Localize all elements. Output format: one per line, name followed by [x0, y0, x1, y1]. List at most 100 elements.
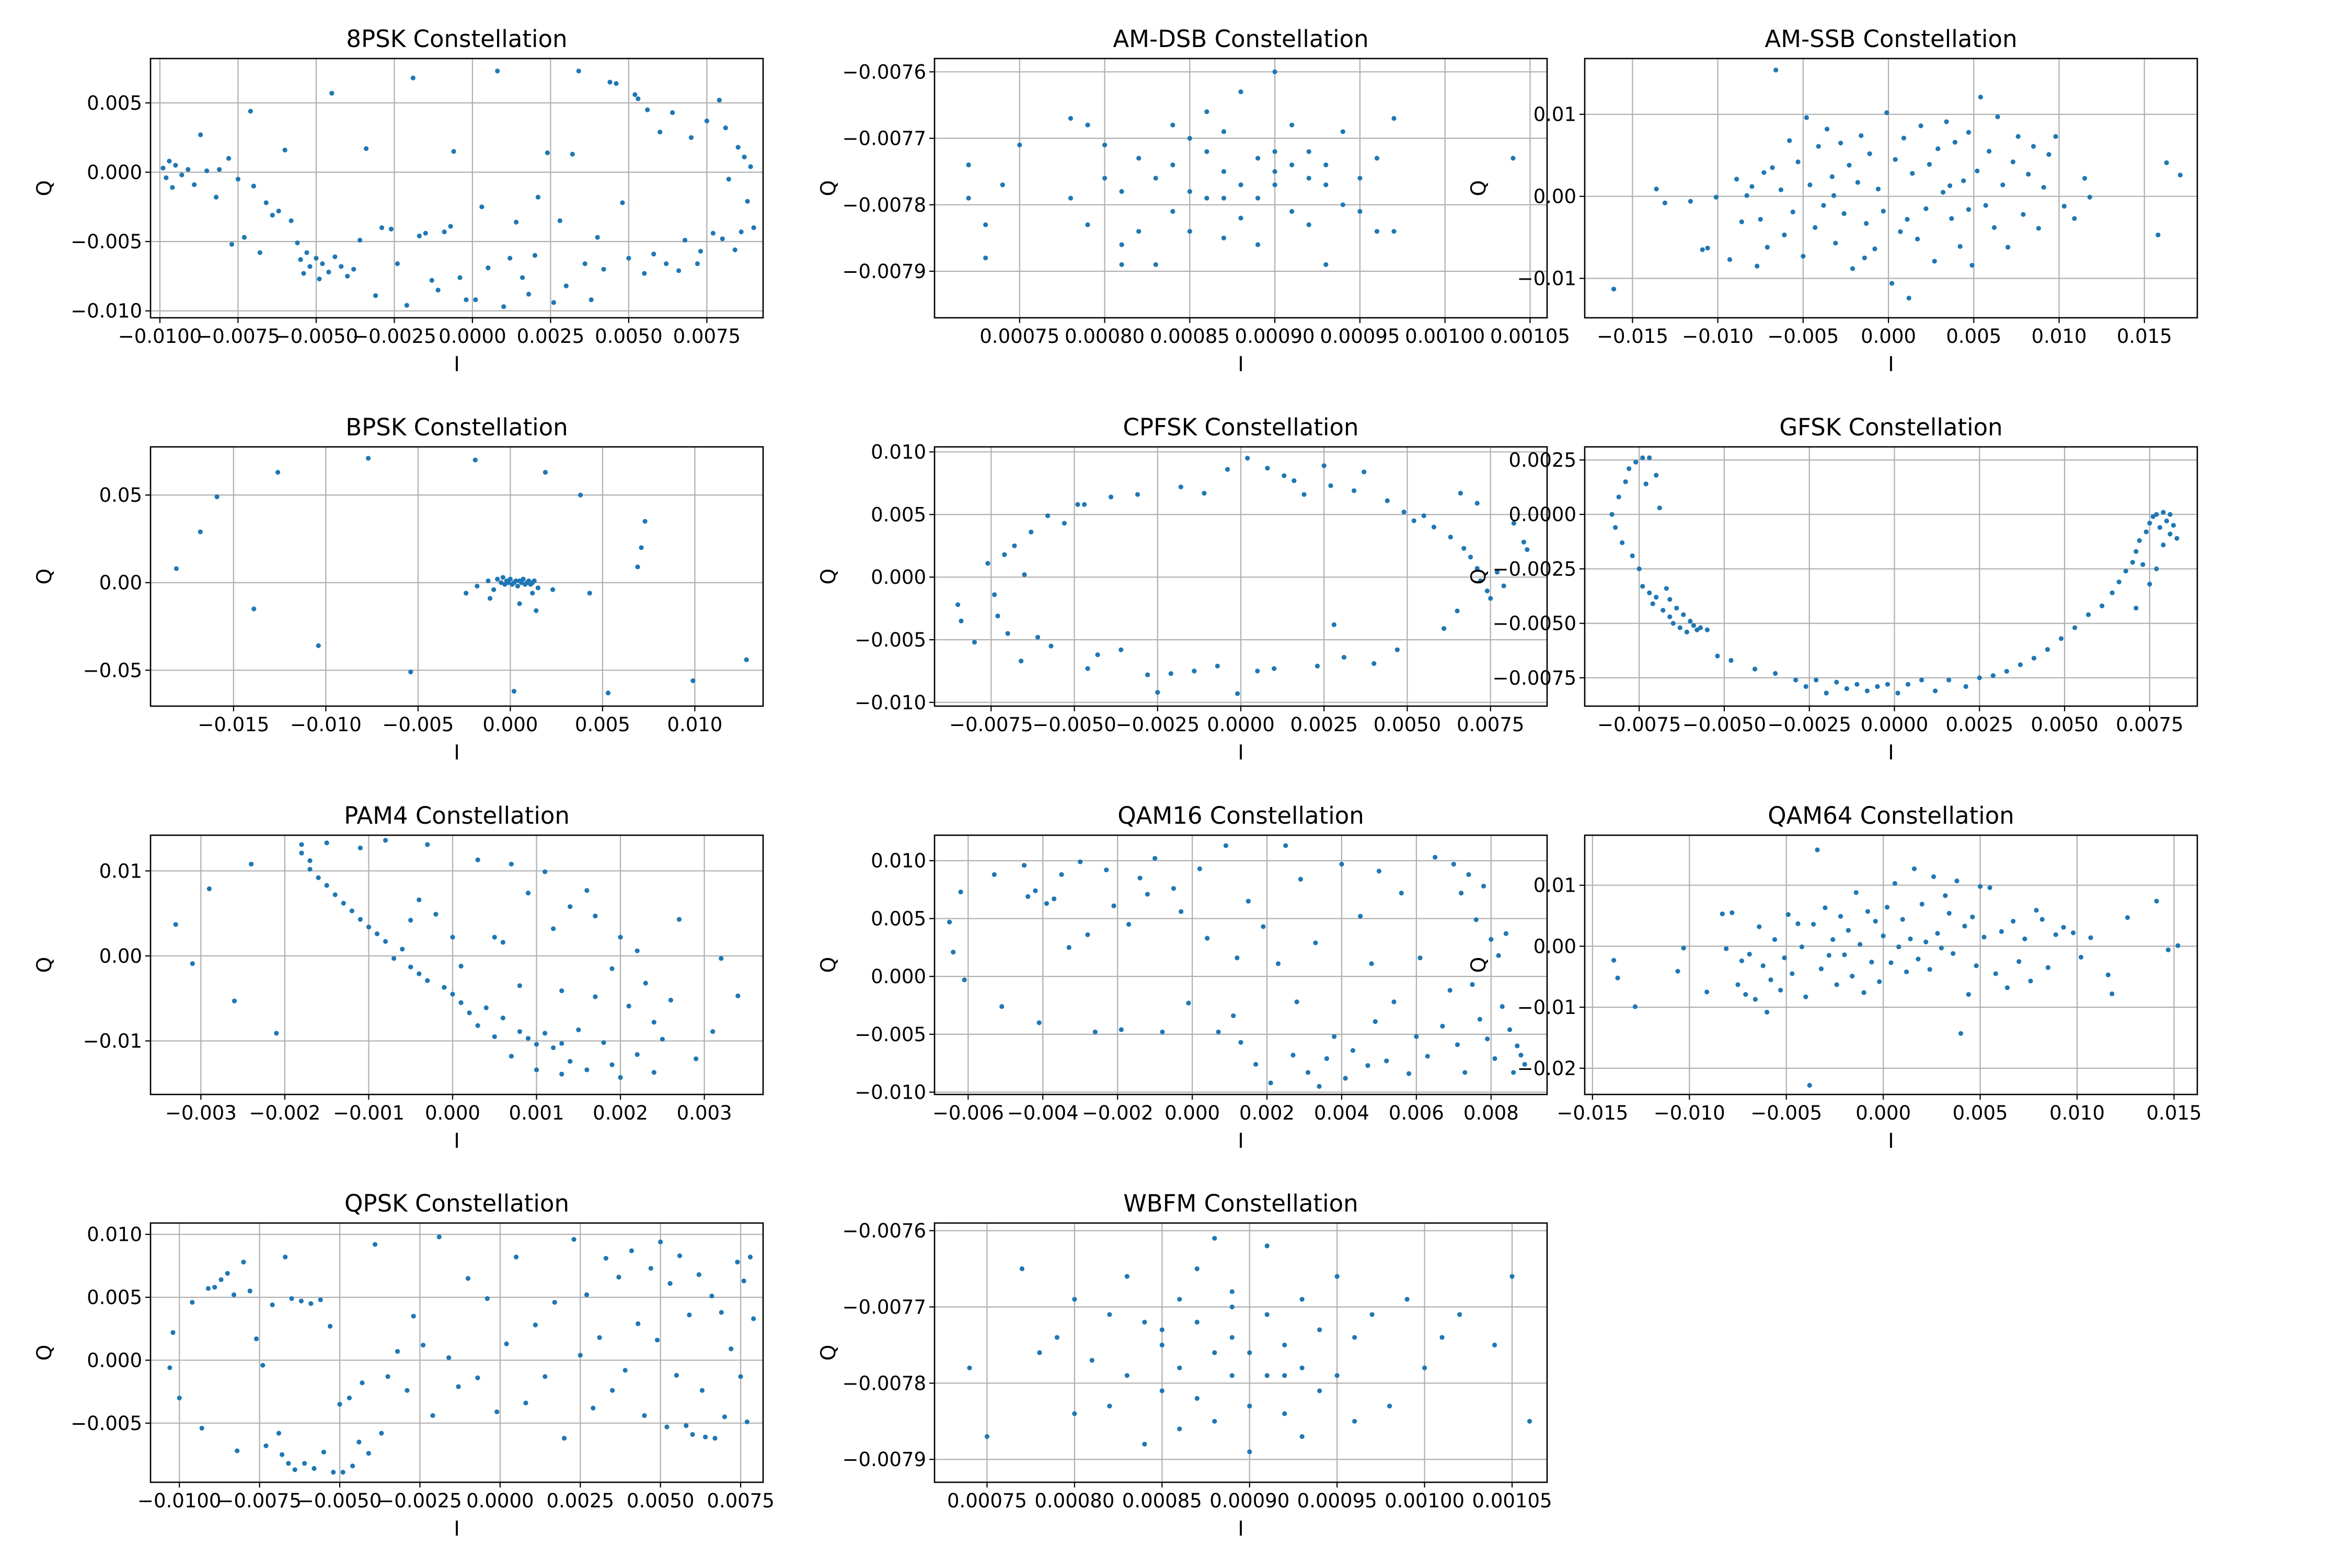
data-point	[1384, 1058, 1389, 1064]
data-point	[1962, 924, 1967, 929]
data-point	[618, 1075, 623, 1080]
data-point	[1317, 1327, 1322, 1332]
y-tick-label: −0.02	[1517, 1057, 1576, 1080]
data-point	[358, 237, 363, 243]
data-point	[1834, 679, 1839, 685]
subplot-5: −0.0075 −0.0050 −0.0025 0.0000 0.0025 0.0050 0…	[1467, 413, 2198, 765]
data-point	[1037, 1350, 1042, 1355]
data-point	[283, 1254, 288, 1260]
data-point	[2004, 668, 2009, 674]
data-point	[1385, 498, 1390, 503]
data-point	[260, 1363, 266, 1368]
data-point	[1374, 156, 1380, 161]
data-point	[1299, 1297, 1305, 1302]
x-tick-label: −0.0050	[298, 1490, 382, 1512]
data-point	[1306, 1070, 1311, 1075]
data-point	[1022, 572, 1027, 578]
y-tick-label: −0.0076	[843, 61, 926, 83]
data-point	[1787, 138, 1792, 143]
x-tick-label: 0.0025	[547, 1490, 614, 1512]
data-point	[1306, 222, 1311, 227]
data-point	[1145, 892, 1150, 897]
data-point	[710, 230, 716, 236]
data-point	[1954, 878, 1959, 884]
y-tick-label: −0.0050	[1493, 613, 1576, 635]
data-point	[1092, 1029, 1098, 1035]
data-point	[456, 1384, 461, 1389]
data-point	[1231, 1013, 1236, 1019]
data-point	[1946, 677, 1952, 683]
y-tick-label: −0.010	[71, 300, 142, 322]
data-point	[1247, 1449, 1252, 1455]
data-point	[2072, 625, 2078, 630]
data-point	[226, 156, 232, 161]
data-point	[1272, 169, 1277, 174]
y-tick-label: −0.0025	[1493, 558, 1576, 580]
data-point	[1439, 1335, 1445, 1340]
axes-frame	[149, 834, 764, 1096]
data-point	[495, 577, 500, 582]
data-point	[1892, 881, 1898, 886]
x-tick-label: 0.00080	[1034, 1490, 1114, 1512]
data-point	[2137, 538, 2142, 543]
data-point	[1999, 929, 2004, 934]
data-point	[1247, 1350, 1252, 1355]
data-point	[198, 132, 203, 137]
subplot-title: 8PSK Constellation	[346, 25, 567, 53]
data-point	[1842, 952, 1847, 958]
data-point	[1654, 594, 1659, 600]
x-axis-label: I	[1888, 353, 1894, 376]
data-point	[1674, 605, 1679, 611]
data-point	[1371, 661, 1377, 666]
data-point	[1095, 652, 1100, 658]
data-point	[491, 587, 497, 592]
data-point	[1373, 1019, 1378, 1024]
data-point	[495, 68, 500, 74]
data-point	[515, 583, 521, 589]
data-point	[1881, 933, 1886, 939]
data-point	[695, 261, 700, 267]
data-point	[1332, 1034, 1337, 1039]
data-point	[632, 92, 638, 97]
x-tick-label: −0.0025	[352, 325, 436, 348]
data-point	[332, 254, 338, 259]
data-point	[1478, 578, 1483, 583]
data-point	[232, 998, 237, 1004]
data-point	[475, 1023, 480, 1028]
data-point	[1888, 960, 1894, 965]
data-point	[366, 1451, 371, 1456]
data-point	[500, 1016, 505, 1021]
data-point	[164, 175, 169, 180]
x-tick-label: 0.00100	[1385, 1490, 1465, 1512]
data-point	[2134, 605, 2139, 611]
data-point	[1352, 1419, 1357, 1424]
data-point	[1527, 1419, 1532, 1424]
data-point	[702, 1434, 708, 1439]
data-point	[967, 1365, 972, 1370]
data-point	[2031, 655, 2037, 661]
y-tick-label: −0.0077	[843, 128, 926, 150]
data-point	[1000, 182, 1005, 188]
data-point	[1005, 631, 1010, 636]
data-point	[1872, 246, 1877, 251]
data-point	[983, 255, 988, 261]
data-point	[709, 1294, 714, 1299]
data-point	[1816, 144, 1821, 149]
data-point	[317, 276, 322, 282]
data-point	[1369, 961, 1374, 966]
data-point	[1221, 195, 1227, 201]
data-point	[1908, 936, 1913, 941]
grid	[935, 447, 1547, 706]
data-point	[1451, 861, 1456, 867]
data-point	[1657, 505, 1662, 511]
data-point	[1773, 671, 1778, 676]
y-axis-label: Q	[817, 569, 840, 585]
data-point	[1301, 492, 1307, 497]
data-point	[576, 68, 581, 74]
data-point	[1299, 1365, 1305, 1370]
data-point	[442, 985, 447, 990]
y-tick-label: 0.05	[99, 484, 142, 506]
data-point	[408, 964, 413, 970]
data-point	[1012, 543, 1017, 548]
data-point	[1136, 156, 1142, 161]
